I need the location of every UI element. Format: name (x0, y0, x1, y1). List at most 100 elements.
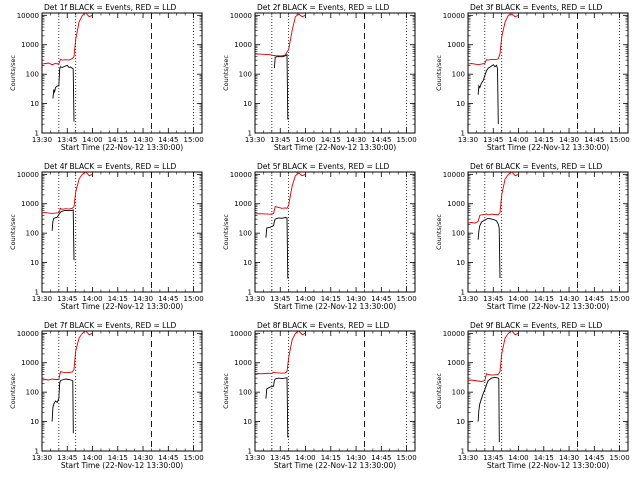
panel-title: Det 6f BLACK = Events, RED = LLD (470, 162, 603, 171)
panel-title: Det 3f BLACK = Events, RED = LLD (470, 3, 603, 12)
x-tick-label: 15:00 (183, 136, 203, 144)
y-tick-label: 1000 (447, 41, 465, 49)
y-tick-label: 100 (452, 389, 465, 397)
y-tick-label: 1000 (234, 41, 252, 49)
x-tick-label: 14:45 (584, 136, 604, 144)
series-events-line (477, 217, 501, 279)
y-tick-label: 1 (35, 130, 39, 138)
y-tick-label: 10 (243, 418, 252, 426)
x-tick-label: 14:30 (133, 295, 153, 303)
y-axis-label: Counts/sec (9, 55, 17, 91)
panel-title: Det 9f BLACK = Events, RED = LLD (470, 321, 603, 330)
panel-title: Det 7f BLACK = Events, RED = LLD (44, 321, 177, 330)
x-tick-label: 14:45 (584, 454, 604, 462)
x-tick-label: 14:00 (295, 136, 315, 144)
x-axis-label: Start Time (22-Nov-12 13:30:00) (274, 461, 396, 470)
y-axis-label: Counts/sec (435, 373, 443, 409)
y-tick-label: 100 (26, 389, 39, 397)
y-axis-label: Counts/sec (435, 214, 443, 250)
series-events-line (51, 209, 75, 261)
x-tick-label: 13:30 (32, 295, 52, 303)
series-lld-line (468, 172, 519, 224)
y-tick-label: 1 (248, 289, 252, 297)
series-lld-line (255, 13, 306, 57)
x-tick-label: 14:15 (108, 136, 128, 144)
panel-1: Det 1f BLACK = Events, RED = LLD 1 10 100 10… (9, 3, 204, 152)
x-axis-label: Start Time (22-Nov-12 13:30:00) (487, 302, 609, 311)
y-tick-label: 100 (26, 230, 39, 238)
x-tick-label: 15:00 (609, 136, 629, 144)
series-events-line (51, 378, 74, 434)
y-tick-label: 10000 (17, 171, 39, 179)
y-axis-label: Counts/sec (9, 214, 17, 250)
y-tick-label: 1 (248, 448, 252, 456)
y-tick-label: 10 (30, 418, 39, 426)
panel-7: Det 7f BLACK = Events, RED = LLD 1 10 100 10… (9, 321, 204, 470)
x-tick-label: 14:00 (82, 295, 102, 303)
panel-title: Det 4f BLACK = Events, RED = LLD (44, 162, 177, 171)
y-tick-label: 10000 (230, 12, 252, 20)
x-tick-label: 13:30 (32, 136, 52, 144)
x-tick-label: 14:15 (108, 295, 128, 303)
x-tick-label: 13:30 (245, 136, 265, 144)
x-tick-label: 13:45 (57, 454, 77, 462)
series-lld-line (468, 331, 519, 382)
panel-8: Det 8f BLACK = Events, RED = LLD 1 10 100 10… (222, 321, 417, 470)
x-tick-label: 14:30 (559, 295, 579, 303)
x-tick-label: 13:30 (32, 454, 52, 462)
y-tick-label: 10 (243, 100, 252, 108)
y-tick-label: 1000 (21, 359, 39, 367)
y-tick-label: 10 (30, 100, 39, 108)
x-tick-label: 14:45 (158, 454, 178, 462)
y-tick-label: 10000 (230, 171, 252, 179)
y-tick-label: 1 (35, 448, 39, 456)
panel-title: Det 1f BLACK = Events, RED = LLD (44, 3, 177, 12)
x-axis-label: Start Time (22-Nov-12 13:30:00) (61, 143, 183, 152)
x-tick-label: 13:30 (245, 295, 265, 303)
y-tick-label: 100 (239, 389, 252, 397)
y-tick-label: 1 (461, 289, 465, 297)
x-tick-label: 14:30 (346, 454, 366, 462)
y-tick-label: 10 (243, 259, 252, 267)
plot-frame (467, 171, 629, 293)
series-lld-line (255, 331, 306, 375)
y-tick-label: 1 (35, 289, 39, 297)
x-axis-label: Start Time (22-Nov-12 13:30:00) (61, 461, 183, 470)
x-tick-label: 15:00 (396, 454, 416, 462)
plot-frame (41, 171, 203, 293)
x-tick-label: 14:45 (371, 136, 391, 144)
y-tick-label: 10000 (230, 330, 252, 338)
x-tick-label: 14:30 (346, 295, 366, 303)
x-tick-label: 14:15 (534, 295, 554, 303)
x-tick-label: 15:00 (183, 454, 203, 462)
x-tick-label: 14:45 (158, 136, 178, 144)
x-tick-label: 13:30 (458, 136, 478, 144)
x-tick-label: 15:00 (609, 454, 629, 462)
x-axis-label: Start Time (22-Nov-12 13:30:00) (274, 302, 396, 311)
x-tick-label: 14:15 (534, 454, 554, 462)
x-tick-label: 14:00 (82, 136, 102, 144)
y-tick-label: 1 (248, 130, 252, 138)
x-tick-label: 13:45 (483, 136, 503, 144)
plot-frame (467, 12, 629, 134)
series-events-line (265, 377, 289, 438)
x-tick-label: 13:45 (270, 454, 290, 462)
y-tick-label: 10 (456, 418, 465, 426)
x-tick-label: 13:30 (458, 454, 478, 462)
series-events-line (273, 53, 289, 120)
x-tick-label: 13:45 (270, 136, 290, 144)
x-tick-label: 14:00 (508, 454, 528, 462)
x-tick-label: 13:45 (483, 454, 503, 462)
x-tick-label: 14:15 (321, 454, 341, 462)
series-events-line (265, 217, 289, 279)
x-tick-label: 14:30 (559, 136, 579, 144)
panel-9: Det 9f BLACK = Events, RED = LLD 1 10 100 10… (435, 321, 630, 470)
x-axis-label: Start Time (22-Nov-12 13:30:00) (487, 461, 609, 470)
series-lld-line (255, 172, 306, 215)
y-axis-label: Counts/sec (9, 373, 17, 409)
plot-frame (41, 12, 203, 134)
y-tick-label: 100 (239, 230, 252, 238)
x-tick-label: 14:30 (346, 136, 366, 144)
x-tick-label: 14:00 (508, 295, 528, 303)
